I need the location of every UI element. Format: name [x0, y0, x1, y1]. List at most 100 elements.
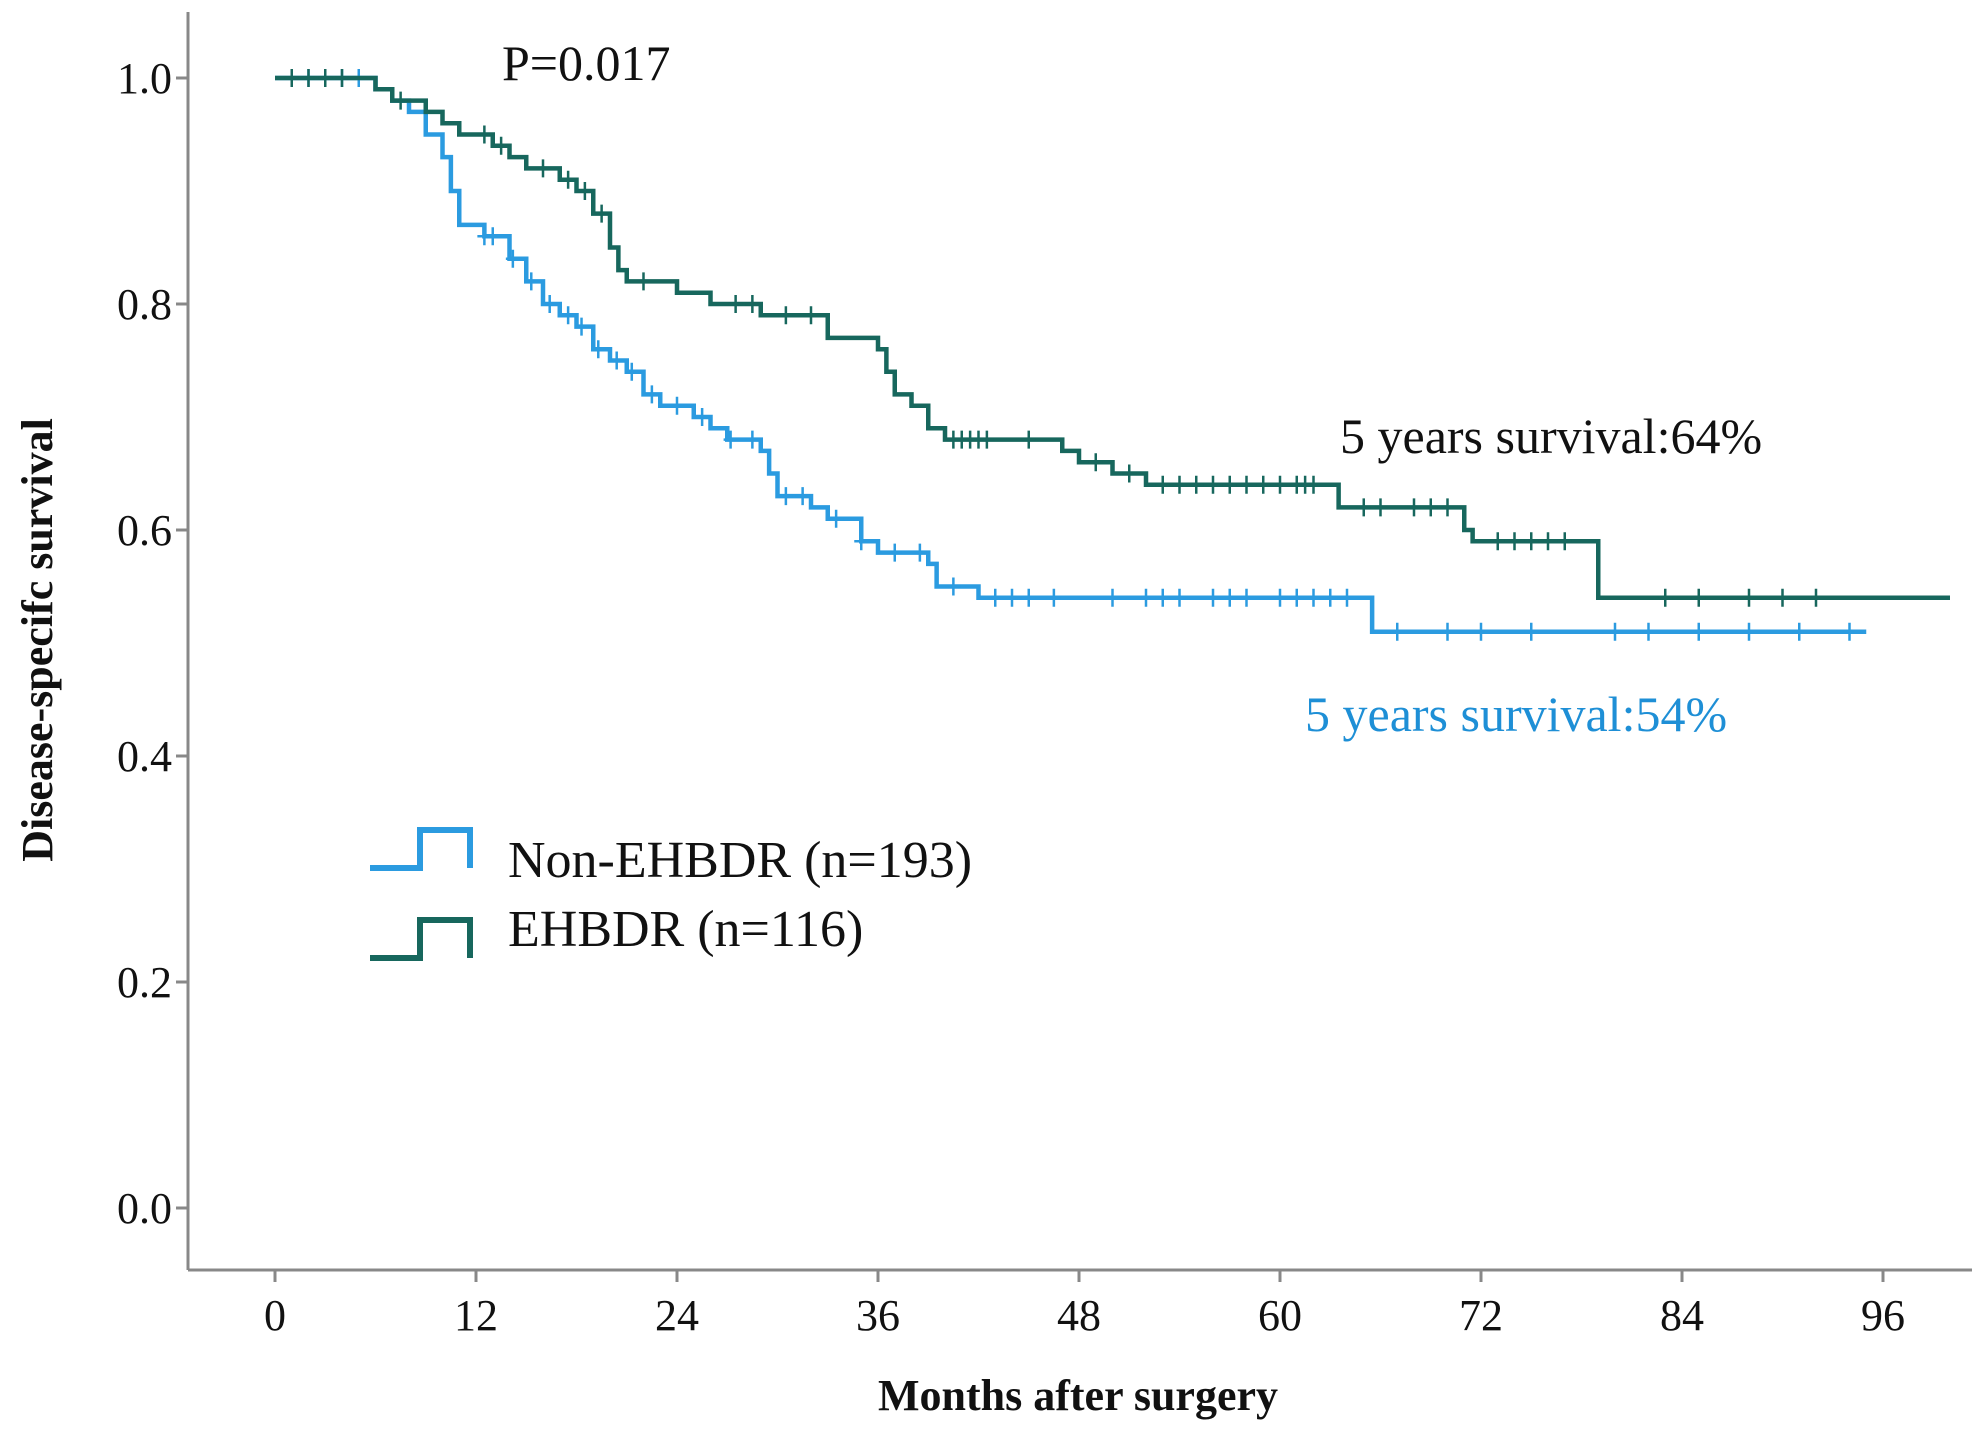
censor-mark-non-ehbdr [1239, 588, 1254, 607]
censor-mark-ehbdr [1206, 475, 1220, 494]
x-tick-label: 48 [1057, 1291, 1101, 1340]
censor-mark-non-ehbdr [574, 317, 589, 336]
censor-mark-ehbdr [1256, 475, 1271, 494]
censor-mark-ehbdr [1306, 475, 1321, 494]
x-tick-label: 0 [264, 1291, 286, 1340]
y-tick-label: 1.0 [117, 54, 172, 103]
censor-mark-ehbdr [318, 69, 333, 87]
x-tick-label: 12 [454, 1291, 498, 1340]
censor-mark-non-ehbdr [829, 509, 844, 528]
legend-symbol-non-ehbdr [370, 827, 473, 871]
censor-mark-non-ehbdr [485, 227, 500, 246]
censor-mark-non-ehbdr [561, 306, 576, 325]
censor-mark-non-ehbdr [1289, 588, 1304, 607]
censor-mark-non-ehbdr [1005, 588, 1019, 607]
censor-mark-ehbdr [1273, 475, 1287, 494]
censor-mark-non-ehbdr [912, 543, 927, 562]
p-value-annotation: P=0.017 [502, 35, 671, 91]
y-tick-label: 0.4 [117, 732, 172, 781]
censor-mark-non-ehbdr [542, 295, 557, 313]
censor-mark-non-ehbdr [745, 430, 760, 449]
censor-mark-ehbdr [728, 295, 743, 313]
legend-label-non-ehbdr: Non-EHBDR (n=193) [508, 832, 972, 889]
axes: 0 12 24 36 48 60 72 84 96 0.0 0.2 0.4 0.6 0.8 1.0 [117, 12, 1972, 1340]
censor-mark-ehbdr [1356, 498, 1371, 517]
censor-mark-non-ehbdr [1524, 622, 1539, 641]
censor-mark-ehbdr [1507, 532, 1522, 551]
censor-mark-ehbdr [594, 204, 609, 223]
censor-mark-non-ehbdr [1842, 622, 1857, 641]
censor-mark-ehbdr [1021, 430, 1036, 449]
censor-mark-non-ehbdr [695, 408, 710, 426]
censor-mark-non-ehbdr [1390, 622, 1405, 641]
censor-mark-ehbdr [1189, 475, 1204, 494]
censor-mark-non-ehbdr [1021, 588, 1036, 607]
censor-mark-ehbdr [1423, 498, 1438, 517]
censor-mark-ehbdr [1222, 475, 1237, 494]
censor-mark-ehbdr [1524, 532, 1539, 551]
censor-mark-ehbdr [577, 182, 592, 200]
censor-mark-non-ehbdr [1046, 588, 1061, 607]
censor-mark-ehbdr [494, 136, 509, 155]
censor-mark-non-ehbdr [854, 532, 869, 551]
legend-label-ehbdr: EHBDR (n=116) [508, 901, 863, 958]
censor-mark-non-ehbdr [1474, 622, 1488, 641]
x-tick-label: 36 [856, 1291, 900, 1340]
y-tick-label: 0.6 [117, 506, 172, 555]
censor-mark-ehbdr [1239, 475, 1254, 494]
legend-symbol-ehbdr [370, 917, 473, 961]
censor-mark-ehbdr [477, 125, 492, 144]
censor-mark-non-ehbdr [946, 577, 961, 596]
censor-mark-non-ehbdr [1742, 622, 1756, 641]
censor-mark-non-ehbdr [723, 430, 738, 449]
censor-mark-ehbdr [778, 306, 793, 325]
x-tick-label: 24 [655, 1291, 699, 1340]
censor-mark-non-ehbdr [1440, 622, 1455, 641]
censor-mark-non-ehbdr [988, 588, 1003, 607]
series-line-non-ehbdr [275, 75, 1867, 634]
censor-mark-non-ehbdr [1306, 588, 1321, 607]
censor-mark-non-ehbdr [1641, 622, 1656, 641]
censor-mark-ehbdr [561, 170, 576, 189]
x-tick-label: 84 [1660, 1291, 1704, 1340]
series-non-ehbdr [275, 69, 1867, 641]
y-tick-label: 0.2 [117, 958, 172, 1007]
censor-mark-non-ehbdr [887, 543, 902, 562]
censor-mark-ehbdr [1775, 588, 1790, 607]
censor-mark-ehbdr [1557, 532, 1572, 551]
censor-mark-ehbdr [636, 272, 651, 291]
censor-mark-non-ehbdr [1206, 588, 1220, 607]
censor-mark-non-ehbdr [505, 249, 520, 268]
x-tick-label: 96 [1861, 1291, 1905, 1340]
censor-mark-ehbdr [804, 306, 818, 325]
censor-mark-non-ehbdr [1172, 588, 1187, 607]
censor-mark-non-ehbdr [624, 362, 639, 381]
x-axis-title: Months after surgery [878, 1371, 1278, 1420]
censor-mark-ehbdr [335, 69, 349, 87]
censor-mark-ehbdr [1541, 532, 1555, 551]
series-line-ehbdr [275, 75, 1950, 601]
censor-mark-non-ehbdr [591, 340, 606, 359]
y-axis-title: Disease-specifc survival [13, 418, 62, 862]
censor-mark-non-ehbdr [778, 487, 793, 506]
censor-mark-non-ehbdr [1273, 588, 1287, 607]
y-tick-label: 0.8 [117, 280, 172, 329]
censor-mark-non-ehbdr [670, 396, 684, 415]
censor-mark-non-ehbdr [1608, 622, 1622, 641]
censor-mark-ehbdr [1088, 453, 1103, 472]
censor-mark-ehbdr [1407, 498, 1421, 517]
censor-mark-ehbdr [1490, 532, 1505, 551]
non-ehbdr-5yr-survival-annotation: 5 years survival:54% [1305, 686, 1727, 742]
censor-mark-ehbdr [393, 91, 408, 110]
censor-mark-non-ehbdr [1139, 588, 1153, 607]
censor-mark-ehbdr [301, 69, 316, 87]
censor-mark-non-ehbdr [644, 385, 659, 404]
censor-mark-ehbdr [536, 159, 550, 178]
y-tick-label: 0.0 [117, 1184, 172, 1233]
censor-mark-ehbdr [1742, 588, 1756, 607]
censor-mark-non-ehbdr [609, 351, 624, 370]
censor-mark-ehbdr [1172, 475, 1187, 494]
x-tick-label: 72 [1459, 1291, 1503, 1340]
censor-mark-non-ehbdr [795, 487, 810, 506]
legend: Non-EHBDR (n=193) EHBDR (n=116) [370, 827, 972, 961]
